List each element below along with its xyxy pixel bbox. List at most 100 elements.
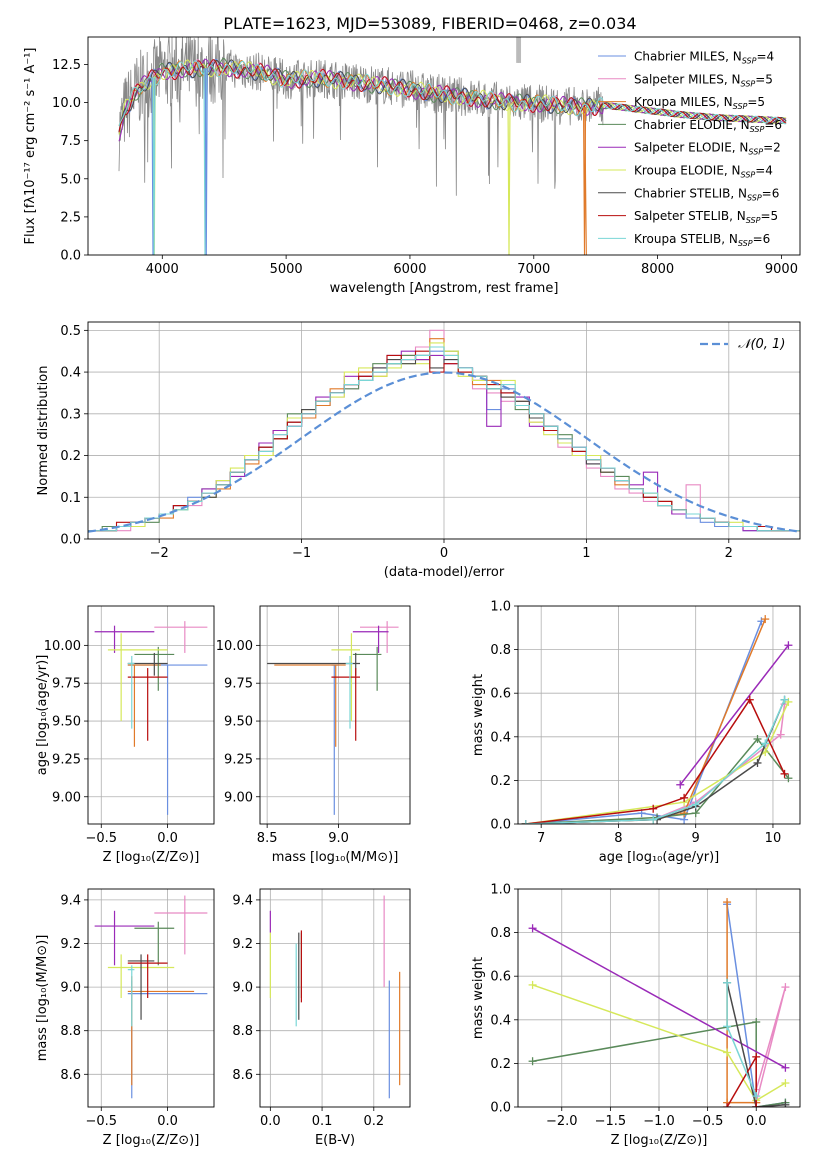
weight-marker <box>753 758 762 767</box>
weight-marker <box>723 1022 732 1031</box>
weight-marker <box>776 730 785 739</box>
x-tick-label: 1 <box>582 546 590 561</box>
model-spectrum-salpeter-elodie <box>118 58 787 142</box>
residuals-plot-area <box>88 322 800 539</box>
error-bar-point <box>274 664 346 747</box>
axes-frame <box>517 605 801 825</box>
y-tick-label: 9.0 <box>60 981 81 996</box>
y-tick-label: 9.00 <box>52 790 81 805</box>
weight-marker <box>649 815 658 824</box>
x-tick-label: −0.5 <box>692 1114 724 1129</box>
x-tick-label: 9 <box>692 831 700 846</box>
weight-marker <box>521 820 530 824</box>
error-bar-point <box>154 621 208 653</box>
y-tick-label: 9.00 <box>224 790 253 805</box>
error-bar-point <box>94 625 155 653</box>
axes-frame <box>259 605 411 825</box>
error-bar-point <box>127 954 155 1020</box>
y-tick-label: 0.2 <box>490 774 511 789</box>
y-tick-label: 10.00 <box>216 639 253 654</box>
spectrum-panel: 4000 5000 6000 7000 8000 9000 0.0 2.5 5.0 7.5 10.0… <box>23 36 801 296</box>
error-bar-point <box>127 655 135 729</box>
absorption-dip <box>204 68 208 255</box>
x-axis-label: E(B-V) <box>315 1133 355 1148</box>
y-tick-label: 0.0 <box>60 249 81 264</box>
weight-line-salpeter-elodie <box>679 644 789 786</box>
x-axis-label: Z [log₁₀(Z/Z⊙)] <box>103 1133 200 1148</box>
mass-vs-ebv-plot-area <box>260 889 410 1107</box>
y-tick-label: 9.75 <box>52 677 81 692</box>
x-tick-label: 0.0 <box>157 831 178 846</box>
weight-marker <box>753 734 762 743</box>
weight-marker <box>528 924 537 933</box>
model-spectrum-kroupa-stelib <box>118 60 787 127</box>
weight-marker <box>676 780 685 789</box>
y-tick-label: 0.8 <box>490 926 511 941</box>
y-tick-label: 1.0 <box>490 883 511 898</box>
legend-entry: Kroupa MILES, NSSP=5 <box>634 95 765 111</box>
y-tick-label: 10.0 <box>52 96 81 111</box>
x-tick-label: −0.5 <box>85 1114 117 1129</box>
y-tick-label: 9.50 <box>224 715 253 730</box>
x-tick-label: 7000 <box>517 262 550 277</box>
legend-entry: Salpeter MILES, NSSP=5 <box>634 72 773 88</box>
y-tick-label: 0.0 <box>490 818 511 833</box>
x-tick-label: −2.0 <box>546 1114 578 1129</box>
weight-marker <box>784 641 793 650</box>
absorption-dip <box>152 77 156 255</box>
weight-marker <box>752 1092 761 1101</box>
weight-marker <box>723 1103 732 1107</box>
axes-frame <box>87 605 215 825</box>
y-tick-label: 0.6 <box>490 970 511 985</box>
weight-line-chabrier-elodie <box>525 737 789 824</box>
y-tick-label: 9.50 <box>52 715 81 730</box>
weight-marker <box>752 1017 761 1026</box>
y-axis-label: mass [log₁₀(M/M⊙)] <box>35 935 50 1062</box>
weight-marker <box>528 1057 537 1066</box>
y-axis-label: age [log₁₀(age/yr)] <box>35 655 50 776</box>
y-tick-label: 10.00 <box>44 639 81 654</box>
model-spectrum-chabrier-stelib <box>118 59 787 133</box>
y-tick-label: 9.2 <box>232 937 253 952</box>
weight-marker <box>781 983 790 992</box>
age-vs-z-panel: −0.5 0.0 9.00 9.25 9.50 9.75 10.00 Z [log₁₀(Z/Z… <box>35 605 215 865</box>
y-tick-label: 0.3 <box>60 407 81 422</box>
error-bar-point <box>345 655 353 729</box>
x-tick-label: 10 <box>765 831 782 846</box>
x-tick-label: −0.5 <box>85 831 117 846</box>
legend-entry: Salpeter STELIB, NSSP=5 <box>634 209 778 225</box>
x-tick-label: −1.0 <box>643 1114 675 1129</box>
x-axis-label: Z [log₁₀(Z/Z⊙)] <box>103 850 200 865</box>
error-bar-point <box>352 646 382 691</box>
x-tick-label: 2 <box>725 546 733 561</box>
observed-spectrum-line <box>118 37 604 196</box>
x-axis-label: age [log₁₀(age/yr)] <box>599 850 720 865</box>
weight-line-kroupa-elodie <box>525 701 790 824</box>
y-axis-label: mass weight <box>471 957 486 1039</box>
y-tick-label: 0.6 <box>490 687 511 702</box>
x-tick-label: 6000 <box>393 262 426 277</box>
x-tick-label: −1 <box>292 546 311 561</box>
mass-vs-z-panel: −0.5 0.0 8.6 8.8 9.0 9.2 9.4 Z [log₁₀(Z/Z⊙)] mas… <box>35 888 215 1148</box>
weight-line-chabrier-stelib <box>726 982 786 1107</box>
error-bar-point <box>94 910 155 966</box>
y-tick-label: 8.6 <box>232 1068 253 1083</box>
y-tick-label: 8.8 <box>60 1024 81 1039</box>
axes-frame <box>517 888 801 1108</box>
y-tick-label: 7.5 <box>60 134 81 149</box>
figure-title: PLATE=1623, MJD=53089, FIBERID=0468, z=0… <box>223 14 636 33</box>
weight-line-salpeter-elodie <box>532 927 786 1069</box>
x-tick-label: 9000 <box>765 262 798 277</box>
y-axis-label: Normed distribution <box>36 366 51 496</box>
spectrum-plot-area <box>118 37 787 255</box>
x-axis-label: Z [log₁₀(Z/Z⊙)] <box>611 1133 708 1148</box>
error-bar-point <box>154 895 208 955</box>
y-tick-label: 9.0 <box>232 981 253 996</box>
y-tick-label: 9.4 <box>60 893 81 908</box>
y-tick-label: 9.25 <box>52 752 81 767</box>
weight-marker <box>649 804 658 813</box>
x-tick-label: 8.5 <box>257 831 278 846</box>
error-bar-point <box>352 625 389 653</box>
x-tick-label: 8 <box>614 831 622 846</box>
